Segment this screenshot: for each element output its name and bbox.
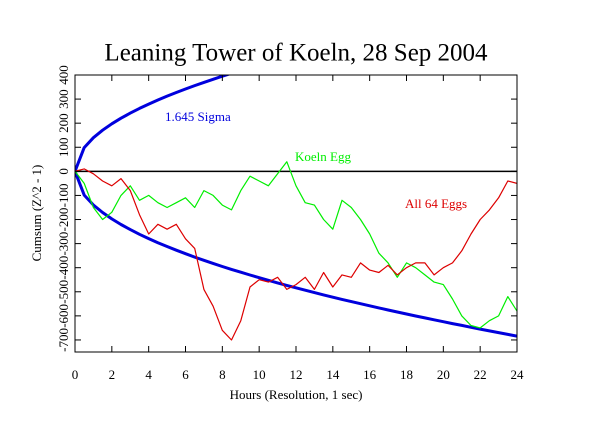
x-tick-label: 6: [182, 367, 189, 382]
x-tick-label: 2: [109, 367, 116, 382]
x-tick-label: 16: [363, 367, 377, 382]
series-line: [75, 75, 232, 172]
x-tick-label: 0: [72, 367, 79, 382]
series-label: 1.645 Sigma: [165, 109, 231, 124]
y-tick-label: -500: [56, 280, 71, 304]
y-tick-label: 200: [56, 113, 71, 133]
series-label: All 64 Eggs: [405, 196, 467, 211]
y-tick-label: -400: [56, 256, 71, 280]
x-tick-label: 24: [511, 367, 525, 382]
y-tick-label: 100: [56, 138, 71, 158]
y-tick-label: -700: [56, 328, 71, 352]
y-tick-label: -100: [56, 184, 71, 208]
x-tick-label: 14: [326, 367, 340, 382]
x-tick-label: 20: [437, 367, 450, 382]
chart-title: Leaning Tower of Koeln, 28 Sep 2004: [104, 40, 488, 67]
plot-area: [75, 75, 517, 341]
y-tick-label: -300: [56, 232, 71, 256]
x-axis-label: Hours (Resolution, 1 sec): [230, 387, 363, 402]
x-tick-label: 10: [253, 367, 266, 382]
x-tick-label: 18: [400, 367, 413, 382]
y-tick-label: 300: [56, 89, 71, 109]
x-tick-label: 22: [474, 367, 487, 382]
y-tick-label: 0: [56, 168, 71, 175]
y-tick-label: -200: [56, 208, 71, 232]
series-label: Koeln Egg: [295, 149, 351, 164]
series-line: [75, 170, 517, 338]
series-line: [75, 161, 517, 329]
y-tick-label: 400: [56, 65, 71, 85]
y-tick-label: -600: [56, 304, 71, 328]
y-axis-label: Cumsum (Z^2 - 1): [29, 165, 44, 262]
series-line: [75, 168, 517, 341]
x-tick-label: 8: [219, 367, 226, 382]
x-tick-label: 12: [290, 367, 303, 382]
x-tick-label: 4: [145, 367, 152, 382]
